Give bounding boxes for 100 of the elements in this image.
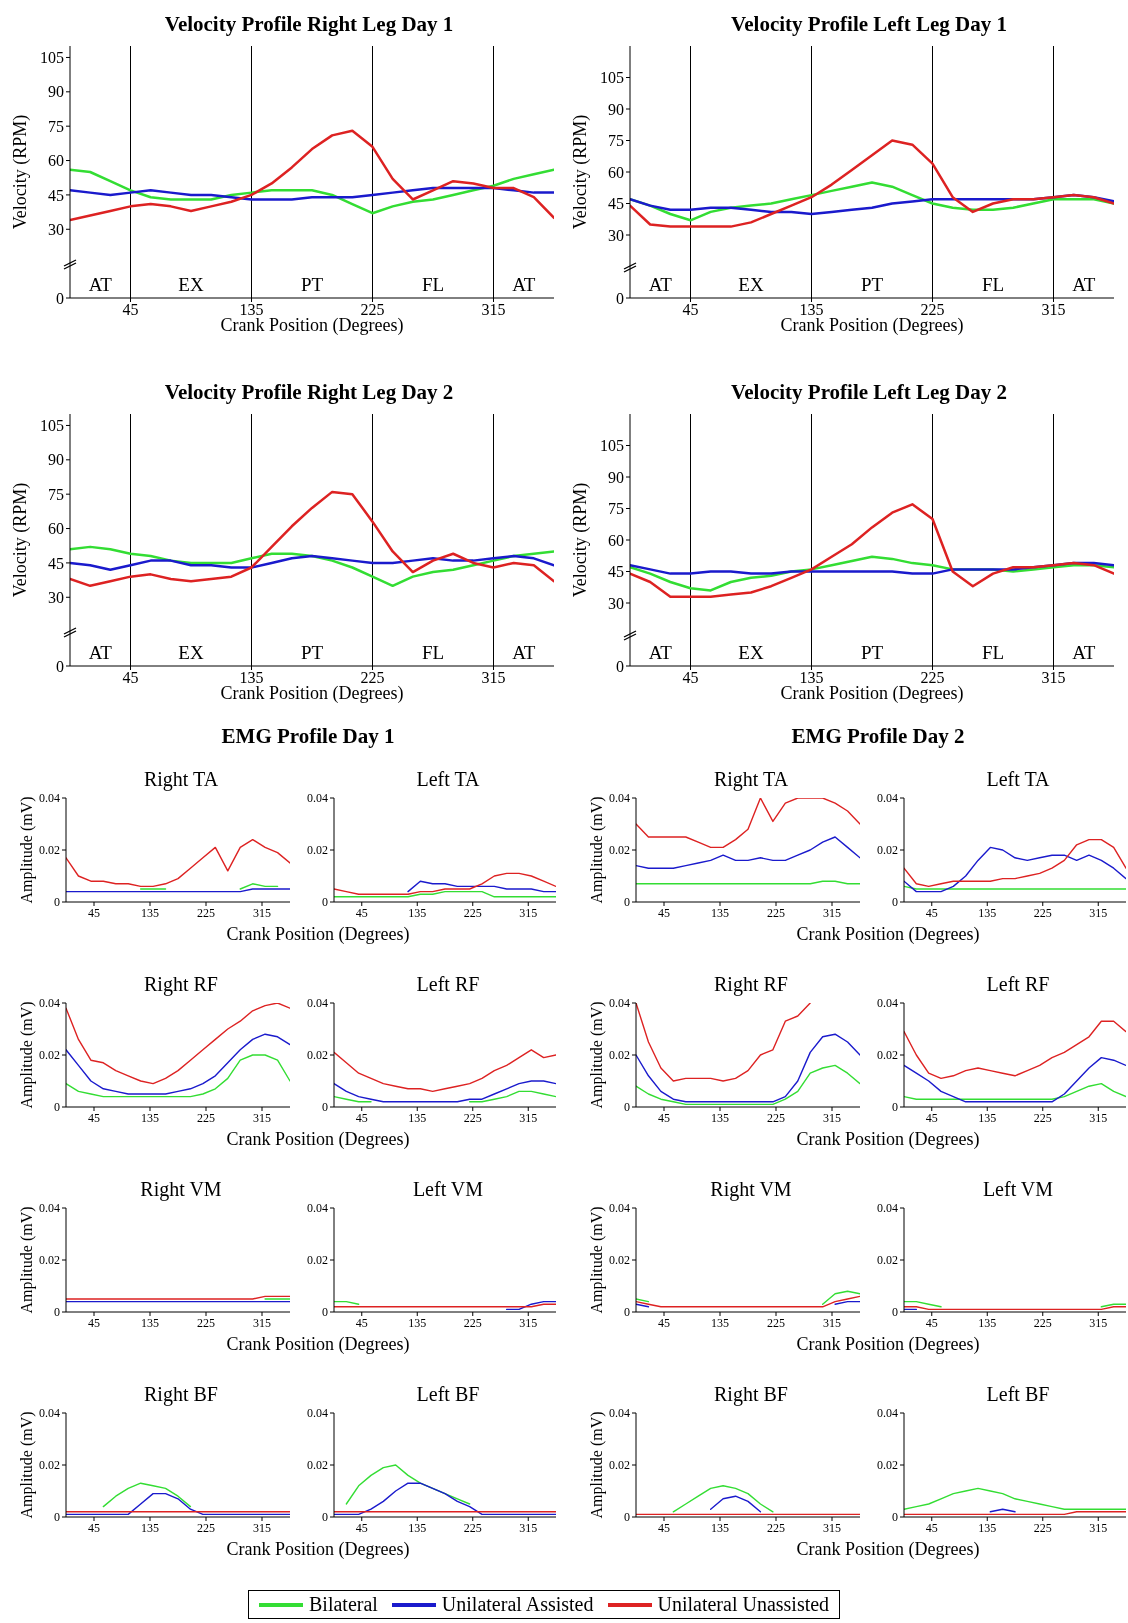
x-tick-label: 135: [408, 1520, 427, 1535]
text: EMG Profile Day 1: [220, 724, 396, 749]
x-axis-title: Crank Position (Degrees): [795, 1334, 981, 1355]
x-tick-label: 45: [658, 1110, 670, 1125]
y-tick-label: 0: [322, 1305, 328, 1320]
annotation: AT: [87, 642, 113, 664]
x-tick-label: 315: [823, 1520, 841, 1535]
x-tick-label: 135: [408, 1315, 427, 1330]
y-tick-label: 75: [48, 117, 64, 135]
y-axis-title: Velocity (RPM): [10, 482, 32, 598]
x-tick-label: 315: [253, 905, 271, 920]
y-tick-label: 60: [608, 531, 624, 549]
chart-title: Velocity Profile Left Leg Day 1: [730, 11, 1008, 38]
y-tick-label: 0.02: [877, 843, 898, 858]
x-tick-label: 45: [925, 1520, 938, 1535]
x-tick-label: 225: [1033, 1315, 1052, 1330]
chart-title: Left TA: [985, 767, 1051, 792]
chart-title: Velocity Profile Right Leg Day 2: [163, 379, 455, 406]
annotation: PT: [859, 274, 885, 296]
x-tick-label: 315: [1041, 669, 1066, 687]
chart-title: Right RF: [143, 972, 219, 997]
y-tick-label: 30: [48, 588, 64, 606]
y-tick-label: 90: [608, 100, 624, 118]
y-tick-label: 60: [608, 163, 624, 181]
y-axis-title: Amplitude (mV): [17, 1001, 36, 1109]
y-tick-label: 0.04: [877, 1201, 898, 1216]
y-tick-label: 0: [624, 1305, 630, 1320]
y-tick-label: 0: [624, 895, 630, 910]
x-tick-label: 315: [253, 1110, 271, 1125]
x-tick-label: 225: [1033, 905, 1052, 920]
x-tick-label: 315: [519, 1110, 538, 1125]
x-tick-label: 225: [463, 1110, 482, 1125]
y-tick-label: 0.04: [307, 791, 328, 806]
y-tick-label: 30: [48, 220, 64, 238]
chart-title: Right BF: [143, 1382, 219, 1407]
x-tick-label: 135: [711, 1520, 729, 1535]
annotation: FL: [420, 274, 446, 296]
x-tick-label: 315: [1041, 301, 1066, 319]
x-tick-label: 225: [767, 1520, 785, 1535]
y-tick-label: 0: [892, 1510, 898, 1525]
x-tick-label: 45: [355, 905, 368, 920]
y-tick-label: 0.02: [307, 1253, 328, 1268]
x-tick-label: 45: [122, 301, 139, 319]
x-tick-label: 135: [978, 1315, 997, 1330]
chart-title: Left VM: [411, 1177, 485, 1202]
x-tick-label: 225: [463, 1315, 482, 1330]
y-tick-label: 105: [40, 417, 64, 435]
y-tick-label: 0: [624, 1100, 630, 1115]
annotation: EX: [177, 642, 205, 664]
x-axis-title: Crank Position (Degrees): [225, 1334, 411, 1355]
annotation: PT: [859, 642, 885, 664]
chart-title: Left BF: [415, 1382, 481, 1407]
chart-title: Left RF: [415, 972, 481, 997]
y-axis-title: Amplitude (mV): [17, 1411, 36, 1519]
annotation: AT: [1071, 642, 1097, 664]
x-axis-title: Crank Position (Degrees): [795, 924, 981, 945]
y-tick-label: 0: [892, 895, 898, 910]
x-tick-label: 45: [355, 1520, 368, 1535]
x-tick-label: 225: [463, 905, 482, 920]
annotation: EX: [737, 274, 765, 296]
x-tick-label: 315: [481, 669, 506, 687]
y-tick-label: 0: [56, 657, 64, 675]
x-axis-title: Crank Position (Degrees): [225, 924, 411, 945]
y-tick-label: 45: [608, 195, 624, 213]
x-tick-label: 135: [978, 1520, 997, 1535]
x-tick-label: 45: [925, 1110, 938, 1125]
y-axis-title: Amplitude (mV): [587, 796, 606, 904]
y-tick-label: 0.04: [307, 1406, 328, 1421]
x-tick-label: 135: [978, 905, 997, 920]
y-tick-label: 0.02: [39, 843, 60, 858]
legend-label: Unilateral Unassisted: [657, 1593, 830, 1616]
text: EMG Profile Day 2: [790, 724, 966, 749]
chart-title: Velocity Profile Left Leg Day 2: [730, 379, 1008, 406]
y-tick-label: 0.04: [877, 791, 898, 806]
x-tick-label: 225: [463, 1520, 482, 1535]
chart-title: Right TA: [712, 767, 790, 792]
y-tick-label: 0.02: [39, 1458, 60, 1473]
x-tick-label: 135: [711, 1110, 729, 1125]
y-tick-label: 0: [624, 1510, 630, 1525]
y-tick-label: 0.04: [877, 1406, 898, 1421]
x-tick-label: 315: [519, 1315, 538, 1330]
y-tick-label: 0: [54, 1305, 60, 1320]
y-tick-label: 30: [608, 594, 624, 612]
x-tick-label: 315: [481, 301, 506, 319]
annotation: FL: [980, 642, 1006, 664]
x-tick-label: 315: [823, 905, 841, 920]
y-tick-label: 0: [54, 895, 60, 910]
x-tick-label: 45: [658, 905, 670, 920]
x-tick-label: 45: [88, 1520, 100, 1535]
annotation: PT: [299, 642, 325, 664]
y-tick-label: 0: [54, 1100, 60, 1115]
y-tick-label: 75: [608, 132, 624, 150]
y-tick-label: 0.02: [39, 1253, 60, 1268]
y-tick-label: 60: [48, 520, 64, 538]
y-tick-label: 45: [608, 563, 624, 581]
y-axis-title: Velocity (RPM): [10, 114, 32, 230]
y-tick-label: 75: [608, 500, 624, 518]
y-tick-label: 0.04: [609, 791, 630, 806]
legend-label: Bilateral: [309, 1593, 378, 1616]
x-tick-label: 135: [141, 1110, 159, 1125]
